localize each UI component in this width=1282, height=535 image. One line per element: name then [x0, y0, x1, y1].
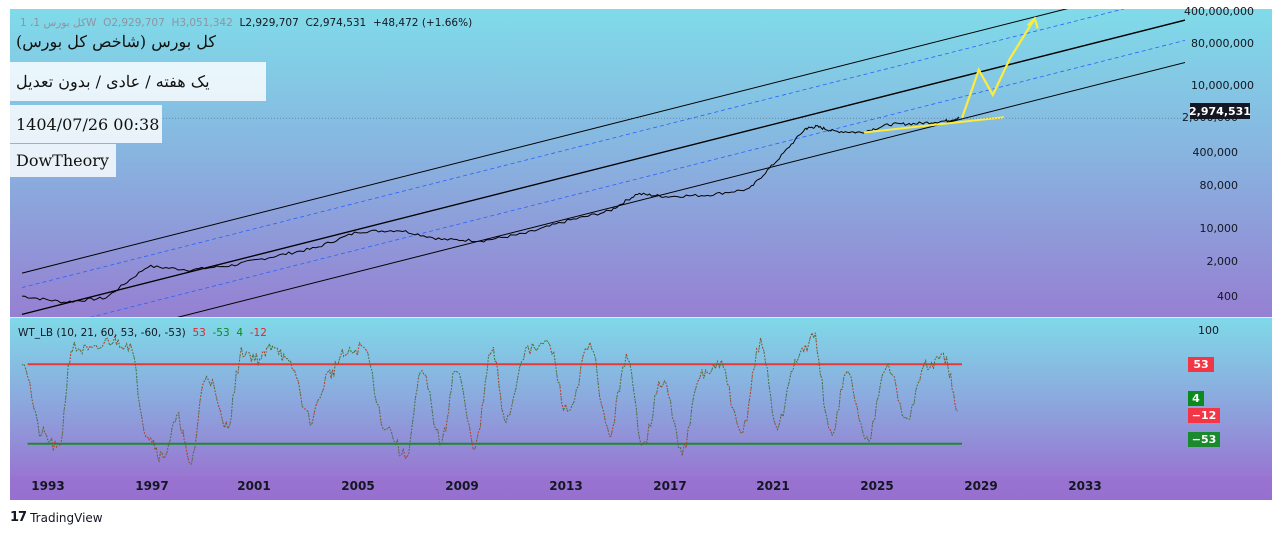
oscillator-name: WT_LB (10, 21, 60, 53, -60, -53): [18, 327, 186, 339]
price-tick: 2,000: [1206, 255, 1239, 268]
price-tick: 400: [1217, 290, 1238, 303]
osc-value: 53: [192, 327, 206, 339]
price-series-line: [21, 116, 960, 304]
chart-svg: [10, 9, 1185, 465]
price-tick: 400,000,000: [1184, 5, 1254, 18]
year-tick: 2009: [445, 479, 479, 493]
year-tick: 2005: [341, 479, 375, 493]
price-tick: 10,000: [1199, 222, 1239, 235]
osc-tick: 100: [1198, 324, 1219, 337]
year-tick: 1993: [31, 479, 65, 493]
osc-wave-line: [21, 331, 958, 465]
channel-upper-line: [21, 9, 1068, 274]
channel-mid-line: [21, 19, 1185, 316]
high-value: H3,051,342: [171, 17, 233, 29]
channel-lower-line: [176, 61, 1185, 317]
pane-divider[interactable]: [10, 317, 1272, 318]
price-tick: 80,000: [1199, 179, 1239, 192]
projection-arrowhead: [1026, 16, 1039, 29]
chart-frame: 1 ،کل بورس 1W O2,929,707 H3,051,342 L2,9…: [10, 5, 1272, 500]
interval-label: 1W: [33, 17, 97, 29]
note-title[interactable]: کل بورس (شاخص کل بورس): [16, 31, 217, 51]
note-mode[interactable]: یک هفته / عادی / بدون تعدیل: [10, 62, 266, 101]
osc-badge-value: 4: [1188, 391, 1204, 406]
price-tick: 80,000,000: [1191, 37, 1254, 50]
osc-badge-upper: 53: [1188, 357, 1214, 372]
year-tick: 2001: [237, 479, 271, 493]
channel-upper-mid-line: [21, 9, 1125, 288]
low-value: L2,929,707: [239, 17, 299, 29]
note-author[interactable]: DowTheory: [10, 144, 116, 177]
close-value: C2,974,531: [305, 17, 367, 29]
osc-badge-value: −12: [1188, 408, 1220, 423]
osc-value: 4: [236, 327, 244, 339]
channel-lower-mid-line: [89, 39, 1185, 317]
price-tick: 400,000: [1192, 146, 1239, 159]
year-tick: 2017: [653, 479, 687, 493]
change-value: +48,472 (+1.66%): [372, 17, 473, 29]
projection-path: [960, 17, 1036, 119]
last-price-label[interactable]: 2,974,531: [1189, 103, 1251, 119]
year-tick: 2021: [756, 479, 790, 493]
oscillator-legend: WT_LB (10, 21, 60, 53, -60, -53) 53 -53 …: [18, 327, 267, 339]
year-tick: 2025: [860, 479, 894, 493]
time-axis[interactable]: [10, 476, 1272, 500]
year-tick: 2013: [549, 479, 583, 493]
note-datetime[interactable]: 1404/07/26 00:38: [10, 105, 162, 143]
tradingview-logo-icon: 17: [10, 510, 27, 525]
osc-badge-lower: −53: [1188, 432, 1220, 447]
year-tick: 2029: [964, 479, 998, 493]
oscillator-pane[interactable]: [10, 318, 1272, 476]
brand-name: TradingView: [30, 510, 103, 525]
support-trendline: [863, 116, 1005, 134]
year-tick: 2033: [1068, 479, 1102, 493]
price-tick: 10,000,000: [1191, 79, 1254, 92]
osc-value: -12: [249, 327, 267, 339]
open-value: O2,929,707: [103, 17, 165, 29]
symbol-label: 1 ،کل بورس: [20, 17, 86, 29]
year-tick: 1997: [135, 479, 169, 493]
ohlc-legend: 1 ،کل بورس 1W O2,929,707 H3,051,342 L2,9…: [20, 17, 472, 29]
osc-value: -53: [212, 327, 230, 339]
tradingview-brand[interactable]: 17 TradingView: [10, 510, 103, 525]
